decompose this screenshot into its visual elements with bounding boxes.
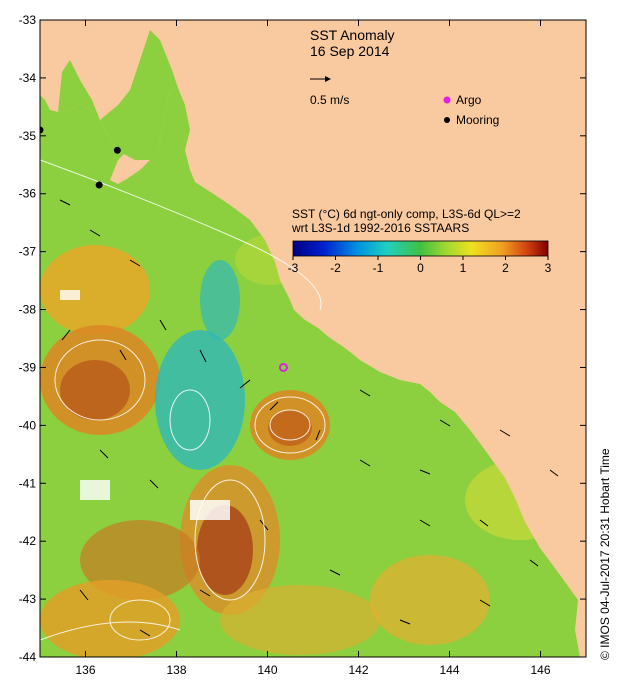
mooring-marker[interactable] xyxy=(37,126,44,134)
y-tick-label: -39 xyxy=(19,360,37,374)
y-tick-label: -43 xyxy=(19,592,37,606)
gulf-water xyxy=(100,30,178,160)
y-tick-label: -41 xyxy=(19,476,37,490)
map-markers xyxy=(37,126,288,372)
x-tick-label: 144 xyxy=(439,663,459,677)
colorbar-tick-label: -2 xyxy=(330,261,341,275)
y-tick-label: -35 xyxy=(19,129,37,143)
mooring-legend-icon xyxy=(444,117,450,123)
x-tick-label: 138 xyxy=(166,663,186,677)
x-tick-label: 136 xyxy=(75,663,95,677)
credit-text: © IMOS 04-Jul-2017 20:31 Hobart Time xyxy=(598,448,612,660)
x-axis: 136 138 140 142 144 146 xyxy=(75,20,551,677)
spencer-gulf-water xyxy=(58,60,100,120)
colorbar xyxy=(292,240,549,257)
scale-arrow-label: 0.5 m/s xyxy=(310,93,349,107)
land-mass xyxy=(40,20,586,657)
colorbar-title-line1: SST (°C) 6d ngt-only comp, L3S-6d QL>=2 xyxy=(292,207,521,221)
map-date: 16 Sep 2014 xyxy=(310,43,390,59)
y-axis: -33-34-35-36-37-38-39-40-41-42-43-44 xyxy=(19,13,586,664)
x-tick-label: 146 xyxy=(530,663,550,677)
colorbar-tick-label: 2 xyxy=(502,261,509,275)
y-tick-label: -33 xyxy=(19,13,37,27)
mooring-marker[interactable] xyxy=(113,146,121,154)
plot-frame xyxy=(39,19,587,658)
y-tick-label: -34 xyxy=(19,71,37,85)
argo-legend-icon xyxy=(443,96,451,104)
y-tick-label: -40 xyxy=(19,418,37,432)
colorbar-tick-label: -1 xyxy=(373,261,384,275)
mooring-legend-label: Mooring xyxy=(456,113,499,127)
current-vectors xyxy=(59,199,559,637)
argo-legend-label: Argo xyxy=(456,93,482,107)
colorbar-tick-label: 1 xyxy=(460,261,467,275)
y-tick-label: -36 xyxy=(19,187,37,201)
y-tick-label: -44 xyxy=(19,650,37,664)
y-tick-label: -37 xyxy=(19,245,37,259)
y-tick-label: -38 xyxy=(19,303,37,317)
colorbar-tick-label: 0 xyxy=(417,261,424,275)
x-tick-label: 140 xyxy=(257,663,277,677)
x-tick-label: 142 xyxy=(348,663,368,677)
colorbar-ticks: -3 -2 -1 0 1 2 3 xyxy=(288,256,552,275)
y-tick-label: -42 xyxy=(19,534,37,548)
argo-marker[interactable] xyxy=(278,362,288,372)
colorbar-tick-label: 3 xyxy=(545,261,552,275)
colorbar-tick-label: -3 xyxy=(288,261,299,275)
map-title: SST Anomaly xyxy=(310,27,395,43)
mooring-marker[interactable] xyxy=(95,181,103,189)
colorbar-title-line2: wrt L3S-1d 1992-2016 SSTAARS xyxy=(291,221,469,235)
